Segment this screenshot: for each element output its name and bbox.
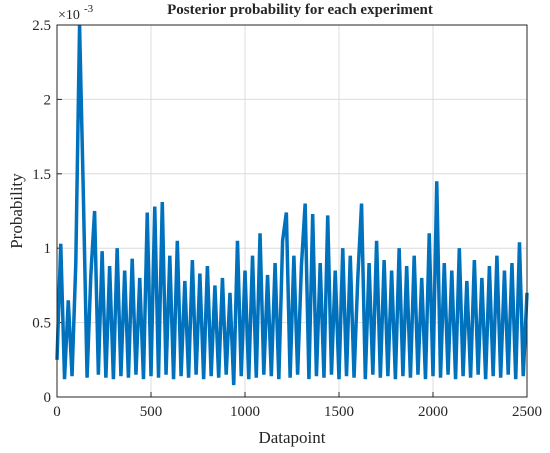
data-line [55, 24, 529, 386]
x-tick-label: 500 [140, 404, 163, 420]
y-tick-label: 2.5 [32, 18, 51, 34]
x-tick-label: 2000 [418, 404, 448, 420]
x-tick-label: 2500 [512, 404, 542, 420]
x-tick-label: 1000 [230, 404, 260, 420]
y-tick-label: 0.5 [32, 316, 51, 332]
plot-frame [56, 24, 528, 398]
x-tick-label: 0 [53, 404, 61, 420]
y-multiplier-base: ×10 [58, 8, 80, 23]
chart-title: Posterior probability for each experimen… [167, 2, 433, 18]
x-tick-label: 1500 [324, 404, 354, 420]
y-axis-label: Probability [7, 173, 26, 249]
y-tick-label: 1 [44, 241, 52, 257]
y-tick-label: 2 [44, 92, 52, 108]
y-tick-label: 0 [44, 390, 52, 406]
x-axis-label: Datapoint [258, 428, 325, 447]
y-multiplier-exponent: -3 [84, 3, 94, 15]
y-tick-label: 1.5 [32, 167, 51, 183]
